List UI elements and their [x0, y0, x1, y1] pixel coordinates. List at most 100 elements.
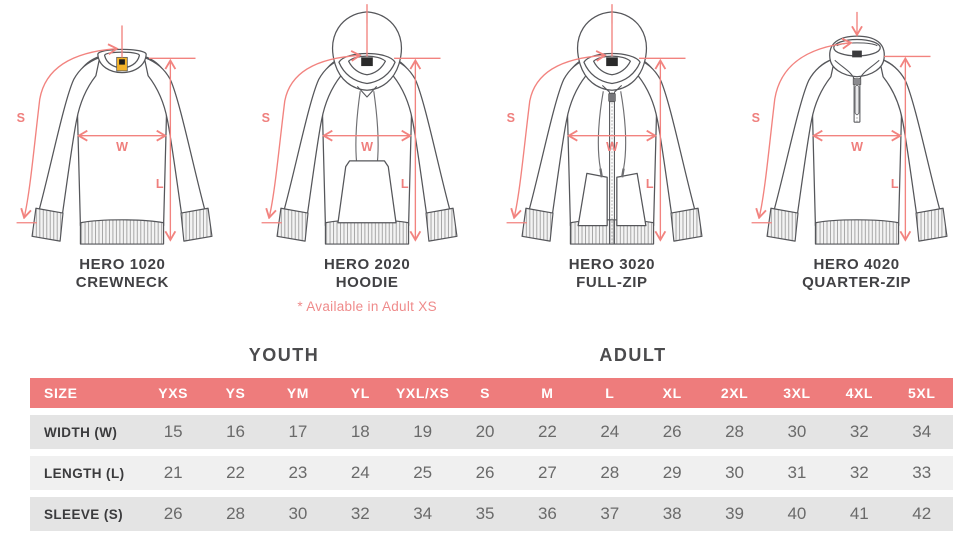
- size-value: 30: [266, 497, 330, 532]
- width-label: W: [116, 140, 128, 154]
- size-column-header: 4XL: [828, 378, 891, 409]
- size-column-header: S: [453, 378, 517, 409]
- size-value: 31: [765, 456, 829, 491]
- width-label: W: [606, 140, 618, 154]
- product-note: [76, 299, 169, 315]
- kangaroo-pocket: [337, 160, 397, 224]
- size-table: SIZE YXS YS YM YL YXL/XS S M L XL 2XL 3XL 4XL 5XL WIDT…: [30, 371, 953, 538]
- measurement-annotations: S W L: [751, 11, 931, 239]
- size-value: 32: [828, 415, 891, 450]
- product-hoodie: S W L HERO 2020 HOODIE * Available in Ad…: [245, 2, 490, 315]
- product-style: FULL-ZIP: [576, 273, 648, 291]
- size-column-header: L: [578, 378, 641, 409]
- neck-tag: [116, 56, 129, 72]
- product-style: QUARTER-ZIP: [802, 273, 912, 291]
- size-row: WIDTH (W) 15 16 17 18 19 20 22 24 26 28 30 32 34: [30, 415, 953, 450]
- size-value: 30: [765, 415, 829, 450]
- size-value: 28: [703, 415, 766, 450]
- size-value: 25: [391, 456, 454, 491]
- size-value: 17: [266, 415, 330, 450]
- measurement-annotations: S W L: [16, 25, 196, 239]
- size-column-header: YM: [266, 378, 330, 409]
- product-full-zip: S W L HERO 3020 FULL-ZIP: [490, 2, 735, 315]
- zipper-slider: [852, 78, 861, 85]
- size-value: 28: [578, 456, 641, 491]
- length-label: L: [156, 177, 164, 191]
- width-label: W: [361, 140, 373, 154]
- size-value: 32: [828, 456, 891, 491]
- length-label: L: [646, 177, 654, 191]
- size-value: 32: [329, 497, 392, 532]
- size-value: 26: [142, 497, 205, 532]
- crewneck-drawing: S W L: [16, 25, 213, 245]
- row-label: WIDTH (W): [30, 415, 142, 450]
- size-value: 28: [204, 497, 267, 532]
- size-value: 23: [266, 456, 330, 491]
- size-value: 36: [516, 497, 579, 532]
- size-value: 22: [204, 456, 267, 491]
- size-column-header: YXL/XS: [391, 378, 454, 409]
- product-model: HERO 2020: [323, 256, 411, 273]
- size-row: SLEEVE (S) 26 28 30 32 34 35 36 37 38 39 40 41 42: [30, 497, 953, 532]
- width-label: W: [851, 140, 863, 154]
- size-value: 27: [516, 456, 579, 491]
- size-header-row: SIZE YXS YS YM YL YXL/XS S M L XL 2XL 3XL 4XL 5XL: [30, 378, 953, 409]
- product-model: HERO 3020: [568, 256, 656, 273]
- size-value: 34: [391, 497, 454, 532]
- size-column-header: 3XL: [765, 378, 829, 409]
- size-value: 35: [453, 497, 517, 532]
- product-style: HOODIE: [335, 273, 399, 291]
- full-zip-drawing: S W L: [506, 4, 703, 245]
- group-header-youth: YOUTH: [248, 345, 320, 366]
- garment-figures-row: S W L HERO 1020 CREWNECK: [16, 2, 979, 315]
- pocket-right: [616, 172, 647, 227]
- size-row: LENGTH (L) 21 22 23 24 25 26 27 28 29 30 31 32 33: [30, 456, 953, 491]
- quarter-zip-drawing: S W L: [751, 11, 948, 245]
- product-note: * Available in Adult XS: [297, 299, 437, 315]
- product-model: HERO 1020: [79, 256, 166, 273]
- size-value: 41: [828, 497, 891, 532]
- product-note: [802, 299, 911, 315]
- sleeve-label: S: [262, 111, 270, 125]
- hoodie-drawing: S W L: [262, 4, 458, 245]
- hood-tag: [606, 57, 618, 67]
- size-column-header: 2XL: [703, 378, 766, 409]
- size-column-header: YS: [204, 378, 267, 409]
- size-column-header: M: [516, 378, 579, 409]
- sleeve-label: S: [17, 111, 25, 125]
- measurement-annotations: S W L: [506, 4, 686, 239]
- collar-tag: [851, 50, 862, 58]
- size-value: 33: [890, 456, 953, 491]
- size-value: 39: [703, 497, 766, 532]
- size-value: 40: [765, 497, 829, 532]
- size-value: 29: [641, 456, 704, 491]
- size-column-header: YXS: [142, 378, 205, 409]
- size-value: 16: [204, 415, 267, 450]
- product-quarter-zip: S W L HERO 4020 QUARTER-ZIP: [734, 2, 979, 315]
- row-label: LENGTH (L): [30, 456, 142, 491]
- length-label: L: [401, 177, 409, 191]
- size-value: 18: [329, 415, 392, 450]
- size-column-header: SIZE: [30, 378, 142, 409]
- size-value: 26: [641, 415, 704, 450]
- measurement-annotations: S W L: [262, 4, 441, 239]
- size-value: 24: [578, 415, 641, 450]
- zipper-pull: [854, 85, 859, 115]
- size-value: 22: [516, 415, 579, 450]
- size-value: 30: [703, 456, 766, 491]
- sleeve-label: S: [751, 111, 759, 125]
- size-column-header: XL: [641, 378, 704, 409]
- size-value: 42: [890, 497, 953, 532]
- size-value: 26: [453, 456, 517, 491]
- product-style: CREWNECK: [75, 273, 169, 291]
- size-column-header: YL: [329, 378, 392, 409]
- product-note: [569, 299, 655, 315]
- hood-tag: [361, 57, 373, 67]
- zipper-slider: [608, 92, 616, 103]
- group-header-adult: ADULT: [599, 345, 667, 366]
- length-label: L: [891, 177, 899, 191]
- size-group-headers: YOUTH ADULT: [0, 345, 979, 371]
- size-value: 37: [578, 497, 641, 532]
- size-value: 21: [142, 456, 205, 491]
